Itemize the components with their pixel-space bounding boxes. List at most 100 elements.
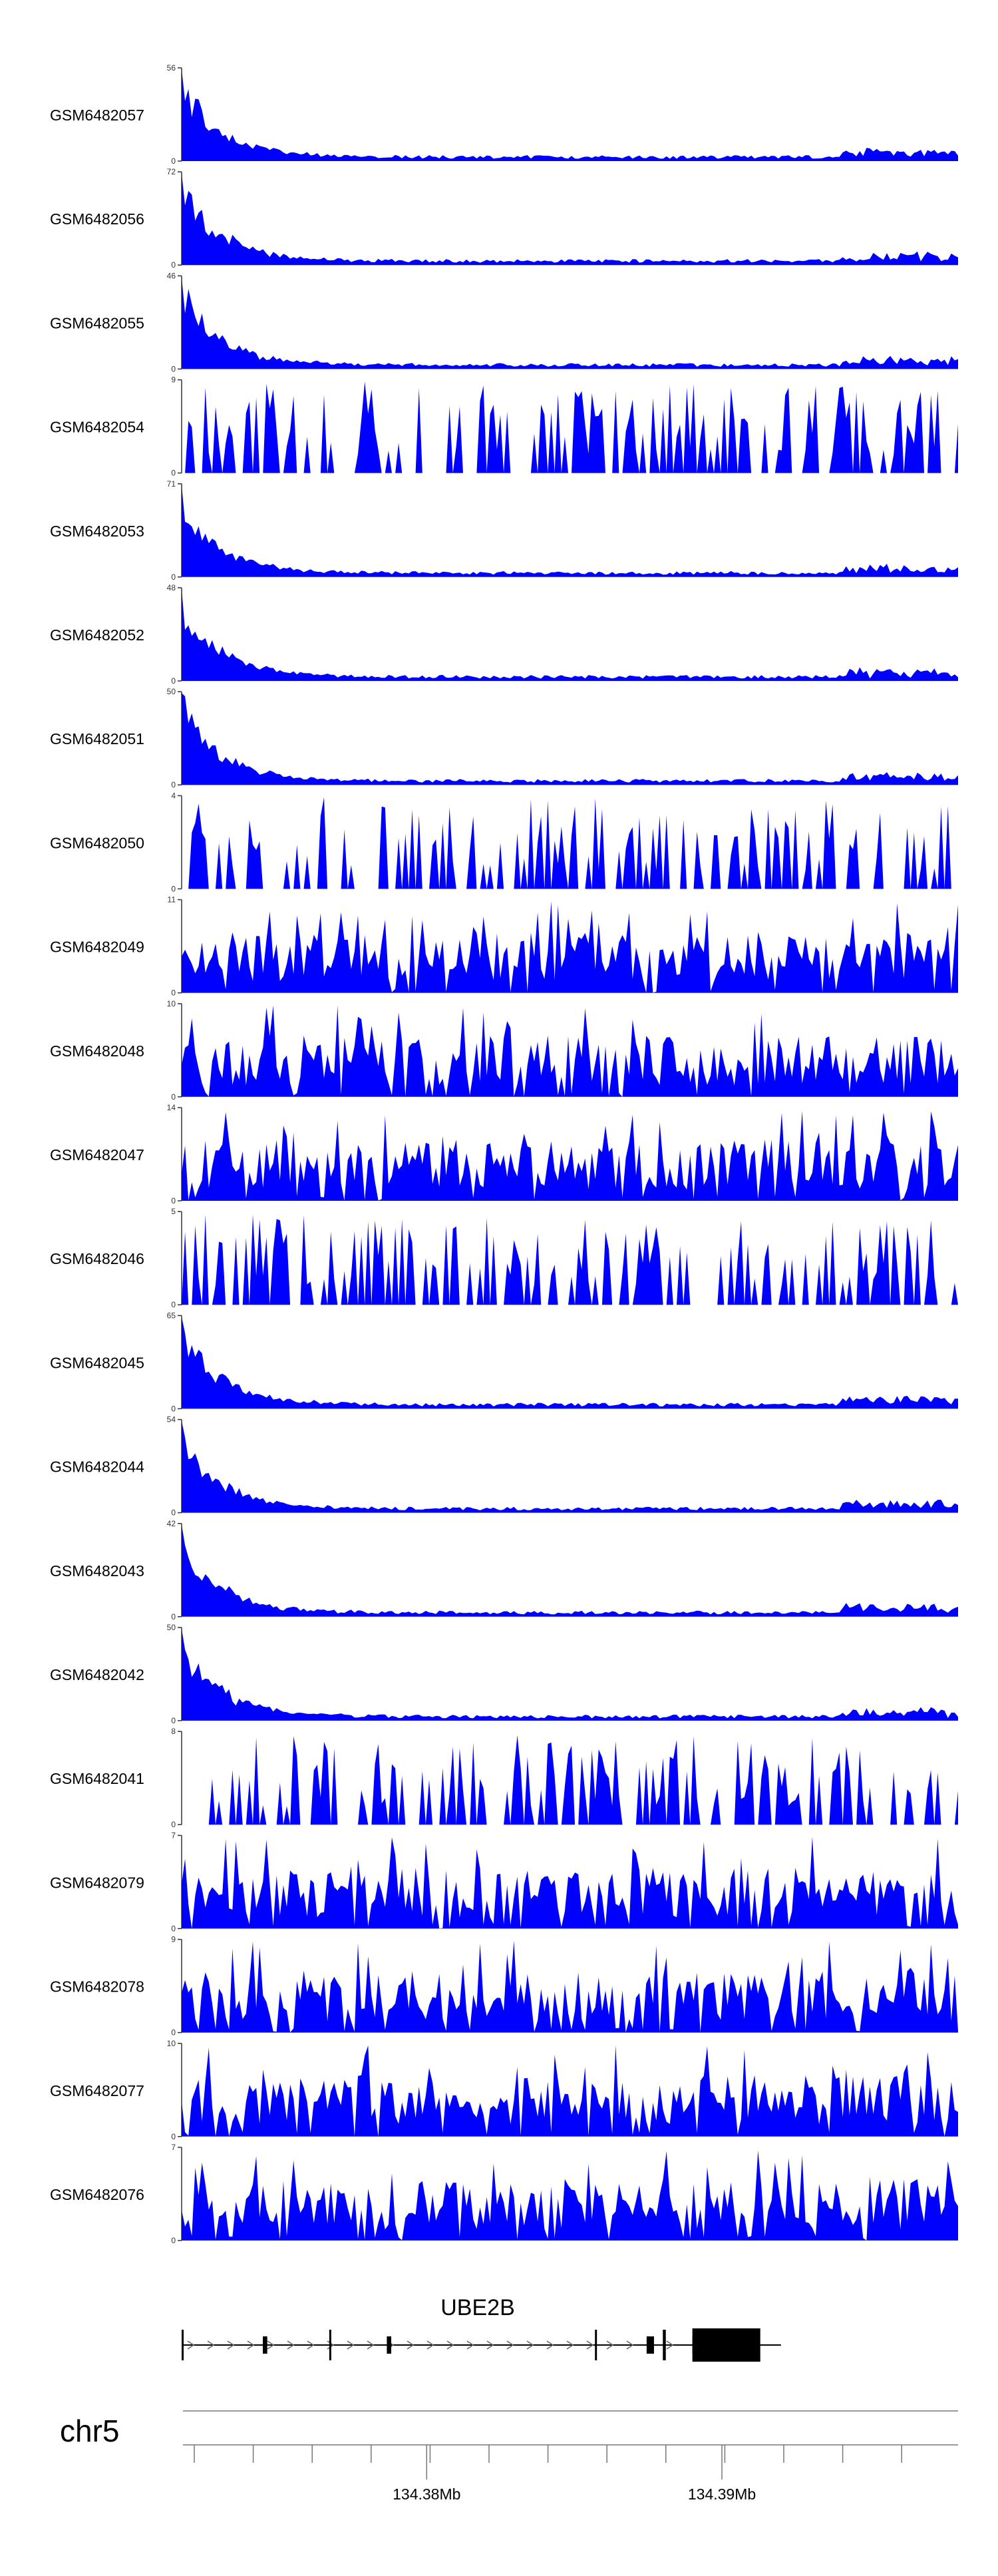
exon <box>263 2336 267 2354</box>
y-axis-zero-label: 0 <box>171 2132 176 2141</box>
y-axis-zero-label: 0 <box>171 572 176 582</box>
gene-model: UBE2B <box>182 2295 781 2362</box>
exon <box>387 2336 392 2354</box>
track-label: GSM6482044 <box>50 1458 144 1476</box>
y-axis-zero-label: 0 <box>171 2028 176 2038</box>
track-GSM6482049: GSM6482049 11 0 <box>50 895 958 998</box>
coverage-area <box>182 2150 958 2241</box>
strand-arrow <box>407 2340 415 2350</box>
track-GSM6482052: GSM6482052 48 0 <box>50 583 958 686</box>
y-axis-max-label: 50 <box>167 687 176 696</box>
strand-arrow <box>586 2340 594 2350</box>
exon <box>329 2330 331 2360</box>
track-GSM6482077: GSM6482077 10 0 <box>50 2039 958 2141</box>
track-GSM6482076: GSM6482076 7 0 <box>50 2143 958 2245</box>
strand-arrow <box>486 2340 494 2350</box>
gene-name-label: UBE2B <box>440 2295 515 2320</box>
track-GSM6482057: GSM6482057 56 0 <box>50 63 958 166</box>
track-label: GSM6482046 <box>50 1250 144 1267</box>
track-GSM6482051: GSM6482051 50 0 <box>50 687 958 789</box>
y-axis-max-label: 8 <box>171 1727 176 1736</box>
coverage-area <box>182 693 958 785</box>
y-axis-max-label: 14 <box>167 1103 176 1112</box>
y-axis-zero-label: 0 <box>171 156 176 166</box>
track-GSM6482055: GSM6482055 46 0 <box>50 271 958 373</box>
coverage-area <box>182 1629 958 1721</box>
track-label: GSM6482052 <box>50 626 144 644</box>
coverage-area <box>182 277 958 369</box>
track-GSM6482048: GSM6482048 10 0 <box>50 999 958 1102</box>
y-axis-zero-label: 0 <box>171 676 176 686</box>
y-axis-zero-label: 0 <box>171 1820 176 1829</box>
chromosome-axis: chr5 134.38Mb 134.39Mb <box>60 2410 958 2503</box>
track-GSM6482050: GSM6482050 4 0 <box>50 791 958 893</box>
y-axis-max-label: 7 <box>171 2143 176 2152</box>
y-axis-max-label: 50 <box>167 1623 176 1632</box>
y-axis-zero-label: 0 <box>171 1924 176 1933</box>
strand-arrow <box>526 2340 534 2350</box>
y-axis-zero-label: 0 <box>171 469 176 478</box>
strand-arrow <box>187 2340 195 2350</box>
strand-arrow <box>367 2340 375 2350</box>
track-label: GSM6482053 <box>50 523 144 540</box>
tick-label: 134.38Mb <box>393 2485 460 2503</box>
y-axis-max-label: 10 <box>167 2039 176 2048</box>
strand-arrow <box>546 2340 554 2350</box>
strand-arrow <box>566 2340 574 2350</box>
tick-label: 134.39Mb <box>688 2485 756 2503</box>
axis-minor-ticks <box>194 2445 902 2463</box>
exon <box>182 2330 184 2360</box>
coverage-area <box>182 1940 958 2033</box>
coverage-area <box>182 485 958 577</box>
track-label: GSM6482078 <box>50 1978 144 1996</box>
strand-arrow <box>207 2340 215 2350</box>
strand-arrow <box>506 2340 514 2350</box>
y-axis-zero-label: 0 <box>171 2236 176 2245</box>
y-axis-max-label: 10 <box>167 999 176 1008</box>
strand-arrow <box>247 2340 255 2350</box>
y-axis-zero-label: 0 <box>171 1612 176 1621</box>
strand-arrow <box>446 2340 454 2350</box>
y-axis-max-label: 65 <box>167 1311 176 1320</box>
y-axis-zero-label: 0 <box>171 1196 176 1205</box>
chromosome-label: chr5 <box>60 2414 119 2448</box>
track-label: GSM6482056 <box>50 210 144 228</box>
y-axis-zero-label: 0 <box>171 1404 176 1413</box>
coverage-area <box>182 1110 958 1201</box>
exon <box>692 2336 697 2354</box>
y-axis-max-label: 5 <box>171 1207 176 1216</box>
coverage-area <box>182 381 958 473</box>
y-axis-zero-label: 0 <box>171 1092 176 1102</box>
y-axis-max-label: 9 <box>171 1935 176 1944</box>
y-axis-max-label: 71 <box>167 479 176 489</box>
strand-arrow <box>227 2340 235 2350</box>
strand-arrow <box>287 2340 295 2350</box>
y-axis-max-label: 7 <box>171 1830 176 1840</box>
y-axis-zero-label: 0 <box>171 1508 176 1518</box>
coverage-area <box>182 1524 958 1617</box>
track-GSM6482054: GSM6482054 9 0 <box>50 375 958 478</box>
track-label: GSM6482041 <box>50 1770 144 1787</box>
y-axis-zero-label: 0 <box>171 884 176 893</box>
gene-exons <box>182 2328 760 2362</box>
y-axis-max-label: 54 <box>167 1415 176 1424</box>
track-label: GSM6482077 <box>50 2082 144 2099</box>
y-axis-zero-label: 0 <box>171 1716 176 1725</box>
exon <box>663 2330 666 2360</box>
coverage-area <box>182 1735 958 1825</box>
track-label: GSM6482042 <box>50 1666 144 1683</box>
track-GSM6482043: GSM6482043 42 0 <box>50 1519 958 1621</box>
track-label: GSM6482043 <box>50 1562 144 1580</box>
track-label: GSM6482048 <box>50 1042 144 1060</box>
strand-arrow <box>606 2340 614 2350</box>
track-GSM6482042: GSM6482042 50 0 <box>50 1623 958 1725</box>
coverage-area <box>182 173 958 266</box>
y-axis-max-label: 46 <box>167 271 176 280</box>
coverage-area <box>182 69 958 161</box>
strand-arrow <box>267 2340 275 2350</box>
y-axis-zero-label: 0 <box>171 988 176 998</box>
exon <box>646 2336 654 2354</box>
coverage-area <box>182 1317 958 1409</box>
y-axis-zero-label: 0 <box>171 780 176 789</box>
